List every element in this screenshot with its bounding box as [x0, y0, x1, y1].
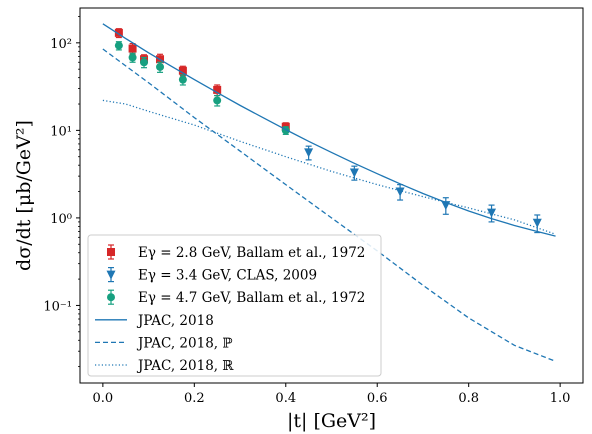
series-2 [114, 41, 290, 135]
x-tick-label: 1.0 [550, 391, 571, 406]
data-point [140, 58, 149, 67]
data-point [395, 187, 405, 197]
y-tick-label: 10² [50, 37, 72, 52]
legend: Eγ = 2.8 GeV, Ballam et al., 1972 Eγ = 3.… [87, 234, 382, 377]
legend-entry: JPAC, 2018 [95, 313, 214, 329]
series-5 [102, 99, 556, 235]
data-point [213, 85, 222, 94]
series-4 [102, 48, 556, 362]
data-point [304, 148, 314, 158]
y-tick-label: 10⁻¹ [43, 299, 72, 314]
x-tick-label: 0.8 [458, 391, 479, 406]
series-line [102, 23, 556, 237]
x-axis-label: |t| [GeV²] [287, 410, 376, 432]
legend-label: Eγ = 2.8 GeV, Ballam et al., 1972 [138, 245, 365, 261]
legend-entry: Eγ = 4.7 GeV, Ballam et al., 1972 [107, 289, 365, 306]
series-1 [304, 145, 542, 234]
x-tick-label: 0.0 [93, 391, 114, 406]
data-point [156, 62, 165, 71]
data-point [128, 44, 137, 53]
x-tick-label: 0.6 [367, 391, 388, 406]
series-line [102, 99, 556, 235]
series-layer [102, 23, 556, 362]
data-point [178, 75, 187, 84]
x-tick-label: 0.4 [275, 391, 296, 406]
data-point [178, 66, 187, 75]
y-axis-ticks: 10⁻¹ 10⁰ 10¹ 10² [43, 16, 80, 368]
data-point [487, 208, 497, 218]
legend-entry: JPAC, 2018, ℝ [95, 358, 234, 374]
series-0 [114, 28, 290, 132]
x-tick-label: 0.2 [184, 391, 205, 406]
legend-entry: Eγ = 3.4 GeV, CLAS, 2009 [106, 267, 317, 284]
series-3 [102, 23, 556, 237]
series-line [102, 48, 556, 362]
legend-entry: Eγ = 2.8 GeV, Ballam et al., 1972 [107, 244, 365, 261]
data-point [128, 53, 137, 62]
legend-label: JPAC, 2018 [136, 313, 214, 329]
plot-frame [79, 7, 584, 384]
legend-label: JPAC, 2018, ℝ [136, 358, 234, 374]
x-axis-ticks: 0.0 0.2 0.4 0.6 0.8 1.0 [93, 383, 571, 406]
legend-marker [107, 248, 115, 256]
data-point [114, 28, 123, 37]
legend-marker [107, 293, 115, 302]
y-axis-label: dσ/dt [μb/GeV²] [13, 120, 35, 271]
data-point [114, 41, 123, 50]
legend-label: JPAC, 2018, ℙ [136, 335, 233, 351]
legend-label: Eγ = 3.4 GeV, CLAS, 2009 [138, 268, 317, 284]
data-point [349, 168, 359, 178]
y-tick-label: 10¹ [50, 124, 72, 139]
data-point [213, 96, 222, 105]
legend-marker [106, 270, 116, 280]
legend-entry: JPAC, 2018, ℙ [95, 335, 233, 351]
data-point [532, 218, 542, 228]
legend-box [87, 234, 382, 377]
legend-label: Eγ = 4.7 GeV, Ballam et al., 1972 [138, 290, 365, 306]
y-tick-label: 10⁰ [50, 212, 72, 227]
